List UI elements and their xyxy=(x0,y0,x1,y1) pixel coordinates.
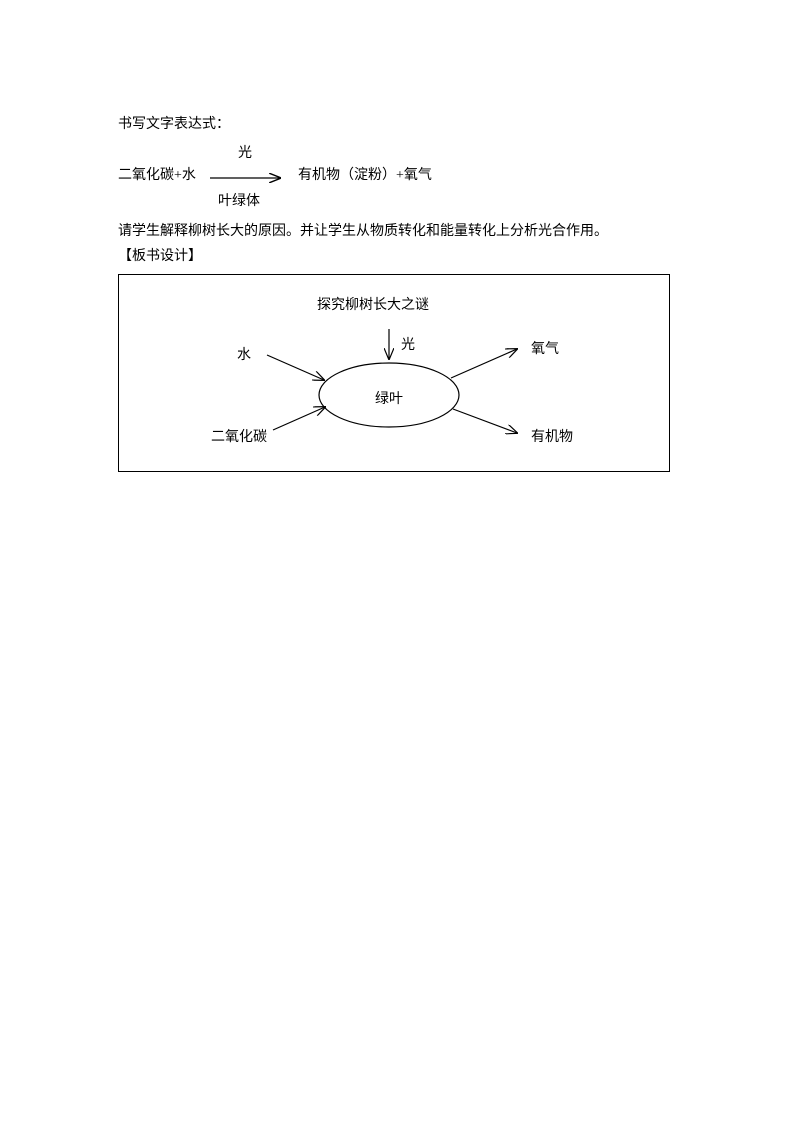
diagram-title: 探究柳树长大之谜 xyxy=(317,293,429,318)
equation-reactants: 二氧化碳+水 xyxy=(118,163,196,188)
equation-light-label: 光 xyxy=(238,141,252,166)
equation-products: 有机物（淀粉）+氧气 xyxy=(298,163,432,188)
arrow-organic xyxy=(453,409,517,433)
arrow-o2 xyxy=(451,349,517,378)
label-water: 水 xyxy=(237,343,251,368)
photosynthesis-equation: 光 二氧化碳+水 有机物（淀粉）+氧气 叶绿体 xyxy=(118,141,675,211)
label-organic: 有机物 xyxy=(531,425,573,450)
intro-text: 书写文字表达式： xyxy=(118,112,675,137)
board-diagram: 探究柳树长大之谜 光 水 二氧化碳 绿叶 氧气 有机物 xyxy=(118,274,670,472)
arrow-water xyxy=(267,355,324,380)
board-design-heading: 【板书设计】 xyxy=(118,244,675,269)
instruction-paragraph: 请学生解释柳树长大的原因。并让学生从物质转化和能量转化上分析光合作用。 xyxy=(118,219,675,244)
arrow-co2 xyxy=(273,407,325,430)
label-leaf: 绿叶 xyxy=(375,387,403,412)
equation-chloroplast-label: 叶绿体 xyxy=(218,189,260,214)
label-light: 光 xyxy=(401,333,415,358)
label-o2: 氧气 xyxy=(531,337,559,362)
label-co2: 二氧化碳 xyxy=(211,425,267,450)
